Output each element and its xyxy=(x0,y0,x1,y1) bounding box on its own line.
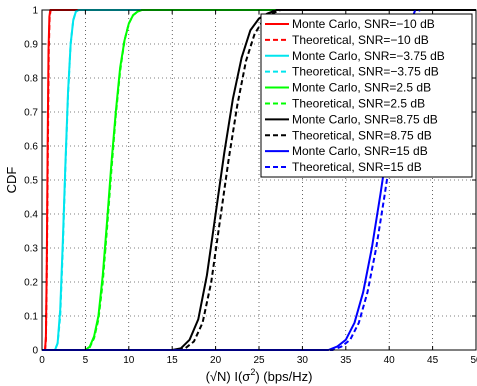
y-tick-label: 0.1 xyxy=(24,312,38,323)
legend-label: Theoretical, SNR=−10 dB xyxy=(292,33,429,47)
y-tick-label: 0.3 xyxy=(24,244,38,255)
legend-label: Monte Carlo, SNR=−10 dB xyxy=(292,17,435,31)
x-tick-label: 50 xyxy=(470,355,477,366)
x-tick-label: 45 xyxy=(427,355,439,366)
legend: Monte Carlo, SNR=−10 dB Theoretical, SNR=… xyxy=(260,13,473,178)
legend-label: Theoretical, SNR=8.75 dB xyxy=(292,128,432,142)
y-tick-label: 0.9 xyxy=(24,40,38,51)
x-tick-label: 20 xyxy=(210,355,222,366)
x-tick-label: 0 xyxy=(39,355,45,366)
axis-ticks: 0 5 10 15 20 25 30 35 40 45 50 0 0.1 0.2 0.3 0.4 0.5 0.6 0… xyxy=(24,6,477,367)
x-axis-label-main: (√N) I(σ xyxy=(206,369,251,384)
legend-label: Theoretical, SNR=15 dB xyxy=(292,160,422,174)
y-tick-label: 1 xyxy=(32,6,38,17)
series-lines xyxy=(42,9,476,351)
y-tick-label: 0.4 xyxy=(24,210,38,221)
legend-label: Monte Carlo, SNR=8.75 dB xyxy=(292,112,438,126)
legend-label: Theoretical, SNR=2.5 dB xyxy=(292,96,425,110)
series-line-2 xyxy=(44,9,476,351)
y-tick-label: 0.6 xyxy=(24,142,38,153)
legend-box xyxy=(260,13,473,178)
y-axis-label: CDF xyxy=(4,167,19,194)
x-axis-label-superscript: 2 xyxy=(250,367,255,377)
x-tick-label: 5 xyxy=(83,355,89,366)
x-tick-label: 35 xyxy=(340,355,352,366)
y-tick-label: 0 xyxy=(32,346,38,357)
y-tick-label: 0.2 xyxy=(24,278,38,289)
y-tick-label: 0.7 xyxy=(24,108,38,119)
series-line-4 xyxy=(42,9,476,351)
x-axis-label-tail: ) (bps/Hz) xyxy=(255,369,312,384)
legend-label: Theoretical, SNR=−3.75 dB xyxy=(292,65,439,79)
x-axis-label: (√N) I(σ2) (bps/Hz) xyxy=(206,367,313,384)
y-tick-label: 0.5 xyxy=(24,176,38,187)
x-tick-label: 30 xyxy=(297,355,309,366)
x-tick-label: 25 xyxy=(253,355,265,366)
y-tick-label: 0.8 xyxy=(24,74,38,85)
legend-label: Monte Carlo, SNR=15 dB xyxy=(292,144,428,158)
legend-label: Monte Carlo, SNR=2.5 dB xyxy=(292,81,431,95)
legend-label: Monte Carlo, SNR=−3.75 dB xyxy=(292,49,445,63)
x-tick-label: 40 xyxy=(384,355,396,366)
x-tick-label: 10 xyxy=(123,355,135,366)
series-line-6 xyxy=(42,9,476,351)
x-tick-label: 15 xyxy=(167,355,179,366)
